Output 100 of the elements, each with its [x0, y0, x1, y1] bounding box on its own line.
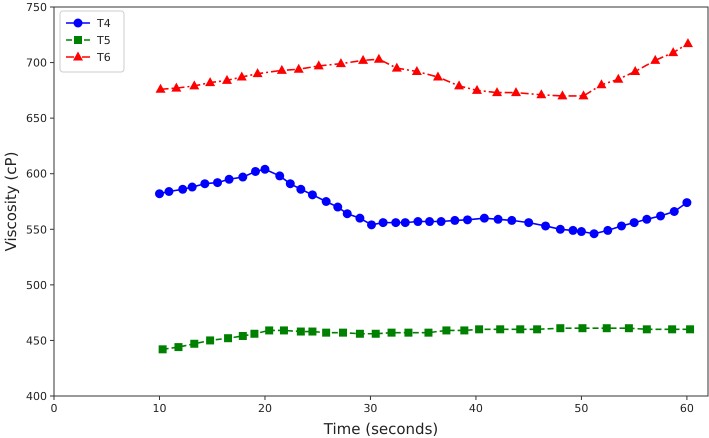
point — [556, 224, 565, 234]
point — [314, 60, 324, 70]
point — [596, 79, 606, 88]
point — [158, 345, 167, 354]
point — [630, 66, 640, 75]
x-tick-label: 20 — [258, 402, 272, 415]
point — [578, 90, 589, 100]
point — [164, 186, 174, 196]
point — [178, 184, 188, 194]
point — [480, 214, 489, 223]
x-tick-label: 50 — [574, 402, 588, 415]
point — [400, 218, 410, 228]
point — [541, 221, 550, 230]
point — [333, 202, 342, 212]
point — [188, 182, 197, 192]
point — [388, 328, 396, 337]
point — [154, 189, 164, 198]
point — [296, 184, 306, 194]
point — [682, 198, 692, 208]
y-axis-title: Viscosity (cP) — [2, 152, 20, 252]
point — [650, 54, 660, 64]
legend-label: T4 — [96, 17, 111, 30]
point — [602, 324, 611, 332]
point — [392, 62, 402, 72]
point — [436, 217, 446, 226]
point — [224, 334, 232, 342]
point — [668, 47, 678, 56]
point — [296, 328, 305, 336]
point — [404, 328, 412, 337]
point — [342, 209, 352, 218]
point — [276, 64, 287, 74]
point — [556, 324, 564, 332]
point — [425, 217, 434, 226]
point — [668, 325, 676, 334]
point — [460, 326, 468, 334]
point — [171, 82, 182, 92]
point — [590, 229, 599, 238]
legend-label: T6 — [96, 51, 111, 64]
point — [238, 172, 248, 182]
x-tick-label: 40 — [468, 402, 483, 415]
point — [213, 178, 222, 188]
point — [275, 171, 284, 180]
point — [424, 328, 432, 337]
point — [322, 328, 330, 337]
point — [391, 218, 400, 228]
point — [156, 84, 166, 93]
point — [576, 227, 586, 236]
legend-label: T5 — [96, 34, 111, 47]
point — [682, 38, 693, 48]
point — [224, 174, 234, 184]
point — [322, 197, 331, 206]
point — [358, 54, 368, 64]
point — [189, 80, 200, 90]
point — [378, 218, 388, 228]
y-tick-label: 650 — [26, 112, 47, 126]
point — [432, 72, 443, 81]
point — [524, 218, 534, 228]
point — [557, 90, 568, 100]
point — [496, 325, 504, 334]
point — [568, 226, 578, 235]
point — [190, 340, 198, 348]
point — [206, 336, 214, 344]
point — [630, 218, 639, 228]
point — [642, 214, 652, 224]
point — [250, 330, 258, 338]
point — [280, 326, 288, 334]
y-tick-label: 550 — [26, 223, 47, 236]
point — [174, 343, 182, 352]
point — [238, 332, 247, 340]
point — [613, 74, 624, 83]
point — [603, 226, 612, 235]
point — [286, 179, 295, 188]
point — [670, 207, 679, 216]
point — [536, 89, 546, 98]
y-tick-label: 450 — [26, 334, 47, 348]
point — [492, 87, 502, 96]
point — [374, 54, 384, 63]
y-tick-label: 700 — [26, 56, 47, 70]
point — [475, 325, 484, 334]
point — [533, 325, 542, 334]
y-tick-label: 600 — [26, 168, 47, 181]
point — [624, 324, 633, 332]
x-tick-label: 0 — [50, 402, 58, 415]
point — [250, 166, 260, 176]
point — [686, 325, 694, 334]
point — [472, 84, 482, 94]
point — [200, 179, 210, 188]
point — [656, 211, 666, 220]
point — [222, 74, 232, 84]
point — [260, 164, 270, 174]
point — [308, 190, 317, 200]
point — [339, 328, 348, 337]
point — [412, 66, 422, 75]
point — [450, 216, 460, 225]
x-tick-label: 30 — [363, 402, 378, 415]
point — [494, 214, 503, 224]
point — [205, 77, 216, 86]
point — [372, 330, 380, 338]
point — [507, 216, 516, 225]
point — [442, 326, 450, 334]
